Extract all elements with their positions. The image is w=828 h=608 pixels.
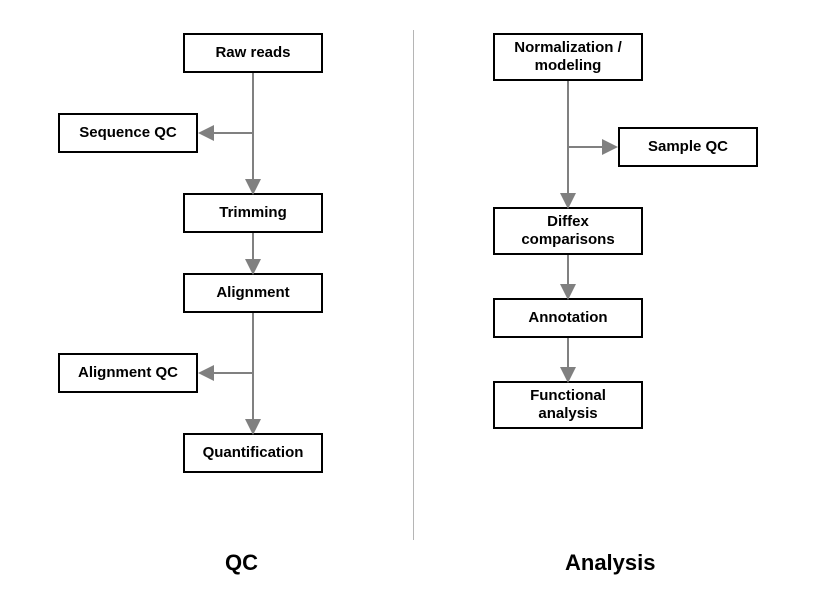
node-label: Diffex comparisons [503, 213, 633, 249]
node-label: Functional analysis [503, 387, 633, 423]
node-diffex: Diffex comparisons [493, 207, 643, 255]
node-quantification: Quantification [183, 433, 323, 473]
node-label: Sample QC [648, 138, 728, 156]
node-sample-qc: Sample QC [618, 127, 758, 167]
node-label: Normalization / modeling [503, 39, 633, 75]
node-annotation: Annotation [493, 298, 643, 338]
node-trimming: Trimming [183, 193, 323, 233]
section-label-qc: QC [225, 550, 258, 576]
node-label: Sequence QC [79, 124, 177, 142]
section-label-analysis: Analysis [565, 550, 656, 576]
node-alignment-qc: Alignment QC [58, 353, 198, 393]
node-label: Trimming [219, 204, 287, 222]
node-alignment: Alignment [183, 273, 323, 313]
node-label: Alignment [216, 284, 289, 302]
node-functional: Functional analysis [493, 381, 643, 429]
node-label: Quantification [203, 444, 304, 462]
node-label: Alignment QC [78, 364, 178, 382]
edges-layer [0, 0, 828, 608]
node-normalization: Normalization / modeling [493, 33, 643, 81]
column-divider [413, 30, 414, 540]
node-label: Annotation [528, 309, 607, 327]
node-raw-reads: Raw reads [183, 33, 323, 73]
node-label: Raw reads [215, 44, 290, 62]
node-sequence-qc: Sequence QC [58, 113, 198, 153]
diagram-root: Raw reads Sequence QC Trimming Alignment… [0, 0, 828, 608]
